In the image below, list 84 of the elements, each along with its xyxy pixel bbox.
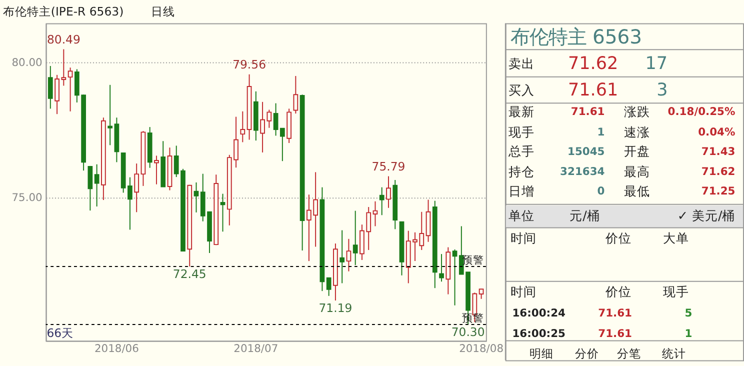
candlestick <box>240 110 246 143</box>
text: 时间 <box>510 284 536 299</box>
text: 统计 <box>662 346 686 360</box>
annotation: 72.45 <box>172 267 206 282</box>
text: 最高 <box>624 164 650 180</box>
text: 总手 <box>507 144 534 159</box>
y-tick-label: 75.00 <box>12 190 43 204</box>
candlestick <box>439 254 444 282</box>
text: 时间 <box>510 230 536 246</box>
y-tick-label: 80.00 <box>12 56 43 69</box>
text: 大单 <box>663 230 690 246</box>
text: 单位 <box>508 208 534 224</box>
text: 明细 <box>529 346 554 360</box>
candlestick <box>154 155 159 185</box>
annotation: 71.19 <box>318 301 352 316</box>
candlestick <box>280 128 285 162</box>
candlestick <box>273 102 278 136</box>
text: 布伦特主 6563 <box>510 26 642 49</box>
text: 71.61 <box>598 306 632 320</box>
annotation: 80.49 <box>46 32 80 46</box>
text: 最低 <box>624 184 650 199</box>
text: 1 <box>597 125 605 138</box>
candlestick <box>340 230 345 284</box>
candlestick <box>452 248 458 306</box>
text: 最新 <box>508 104 534 119</box>
candlestick <box>134 163 140 213</box>
x-tick-label: 2018/08 <box>459 342 504 355</box>
text: 买入 <box>508 82 534 98</box>
x-tick-label: 2018/06 <box>94 342 140 355</box>
candlestick <box>68 67 73 112</box>
candlestick <box>372 200 378 227</box>
text: 71.25 <box>701 184 736 198</box>
text: 现手 <box>508 124 534 140</box>
text: 71.62 <box>568 54 618 74</box>
candlestick <box>346 238 352 272</box>
text: 71.61 <box>568 80 618 100</box>
text: 0 <box>597 184 605 198</box>
candlestick <box>194 182 199 213</box>
chart-title: 布伦特主(IPE-R 6563) <box>2 4 124 19</box>
candlestick <box>352 210 358 266</box>
annotation: 70.30 <box>451 325 485 340</box>
text: 1 <box>684 326 692 340</box>
candlestick <box>88 165 93 212</box>
candlestick <box>48 65 53 110</box>
candlestick <box>108 84 113 146</box>
text: 71.43 <box>701 144 736 158</box>
text: 价位 <box>604 230 632 246</box>
text: 速涨 <box>624 124 650 140</box>
text: 15045 <box>567 144 605 158</box>
text: 价位 <box>604 284 632 299</box>
annotation: 75.79 <box>372 159 406 174</box>
candlestick <box>386 176 391 208</box>
chart-subtitle: 日线 <box>150 4 175 19</box>
text: 0.04% <box>698 125 736 138</box>
annotation: 79.56 <box>232 58 266 72</box>
text: 现手 <box>663 284 690 299</box>
text: 5 <box>684 306 692 320</box>
text: 71.62 <box>701 165 736 178</box>
candlestick <box>293 75 298 114</box>
text: 分价 <box>575 346 600 360</box>
text: 卖出 <box>508 56 534 72</box>
text: 涨跌 <box>624 104 650 119</box>
text: 开盘 <box>624 144 650 159</box>
text: 71.61 <box>598 326 632 340</box>
annotation: 66天 <box>46 326 74 340</box>
text: 16:00:24 <box>512 306 566 320</box>
text: 16:00:25 <box>512 326 566 340</box>
candlestick <box>94 164 100 207</box>
text: 日增 <box>508 184 534 199</box>
candlestick <box>426 199 431 242</box>
text: 元/桶 <box>570 208 600 224</box>
candlestick <box>326 277 332 296</box>
text: 0.18/0.25% <box>668 104 736 118</box>
candlestick <box>220 193 226 232</box>
text: 3 <box>656 80 668 100</box>
text: 17 <box>645 54 668 74</box>
candlestick <box>478 288 484 300</box>
text: ✓ 美元/桶 <box>677 208 736 224</box>
text: 321634 <box>560 165 605 178</box>
text: 71.61 <box>570 104 605 118</box>
text: 分笔 <box>617 346 642 360</box>
text: 持仓 <box>508 164 534 180</box>
x-tick-label: 2018/07 <box>234 342 278 355</box>
candlestick <box>379 186 384 216</box>
